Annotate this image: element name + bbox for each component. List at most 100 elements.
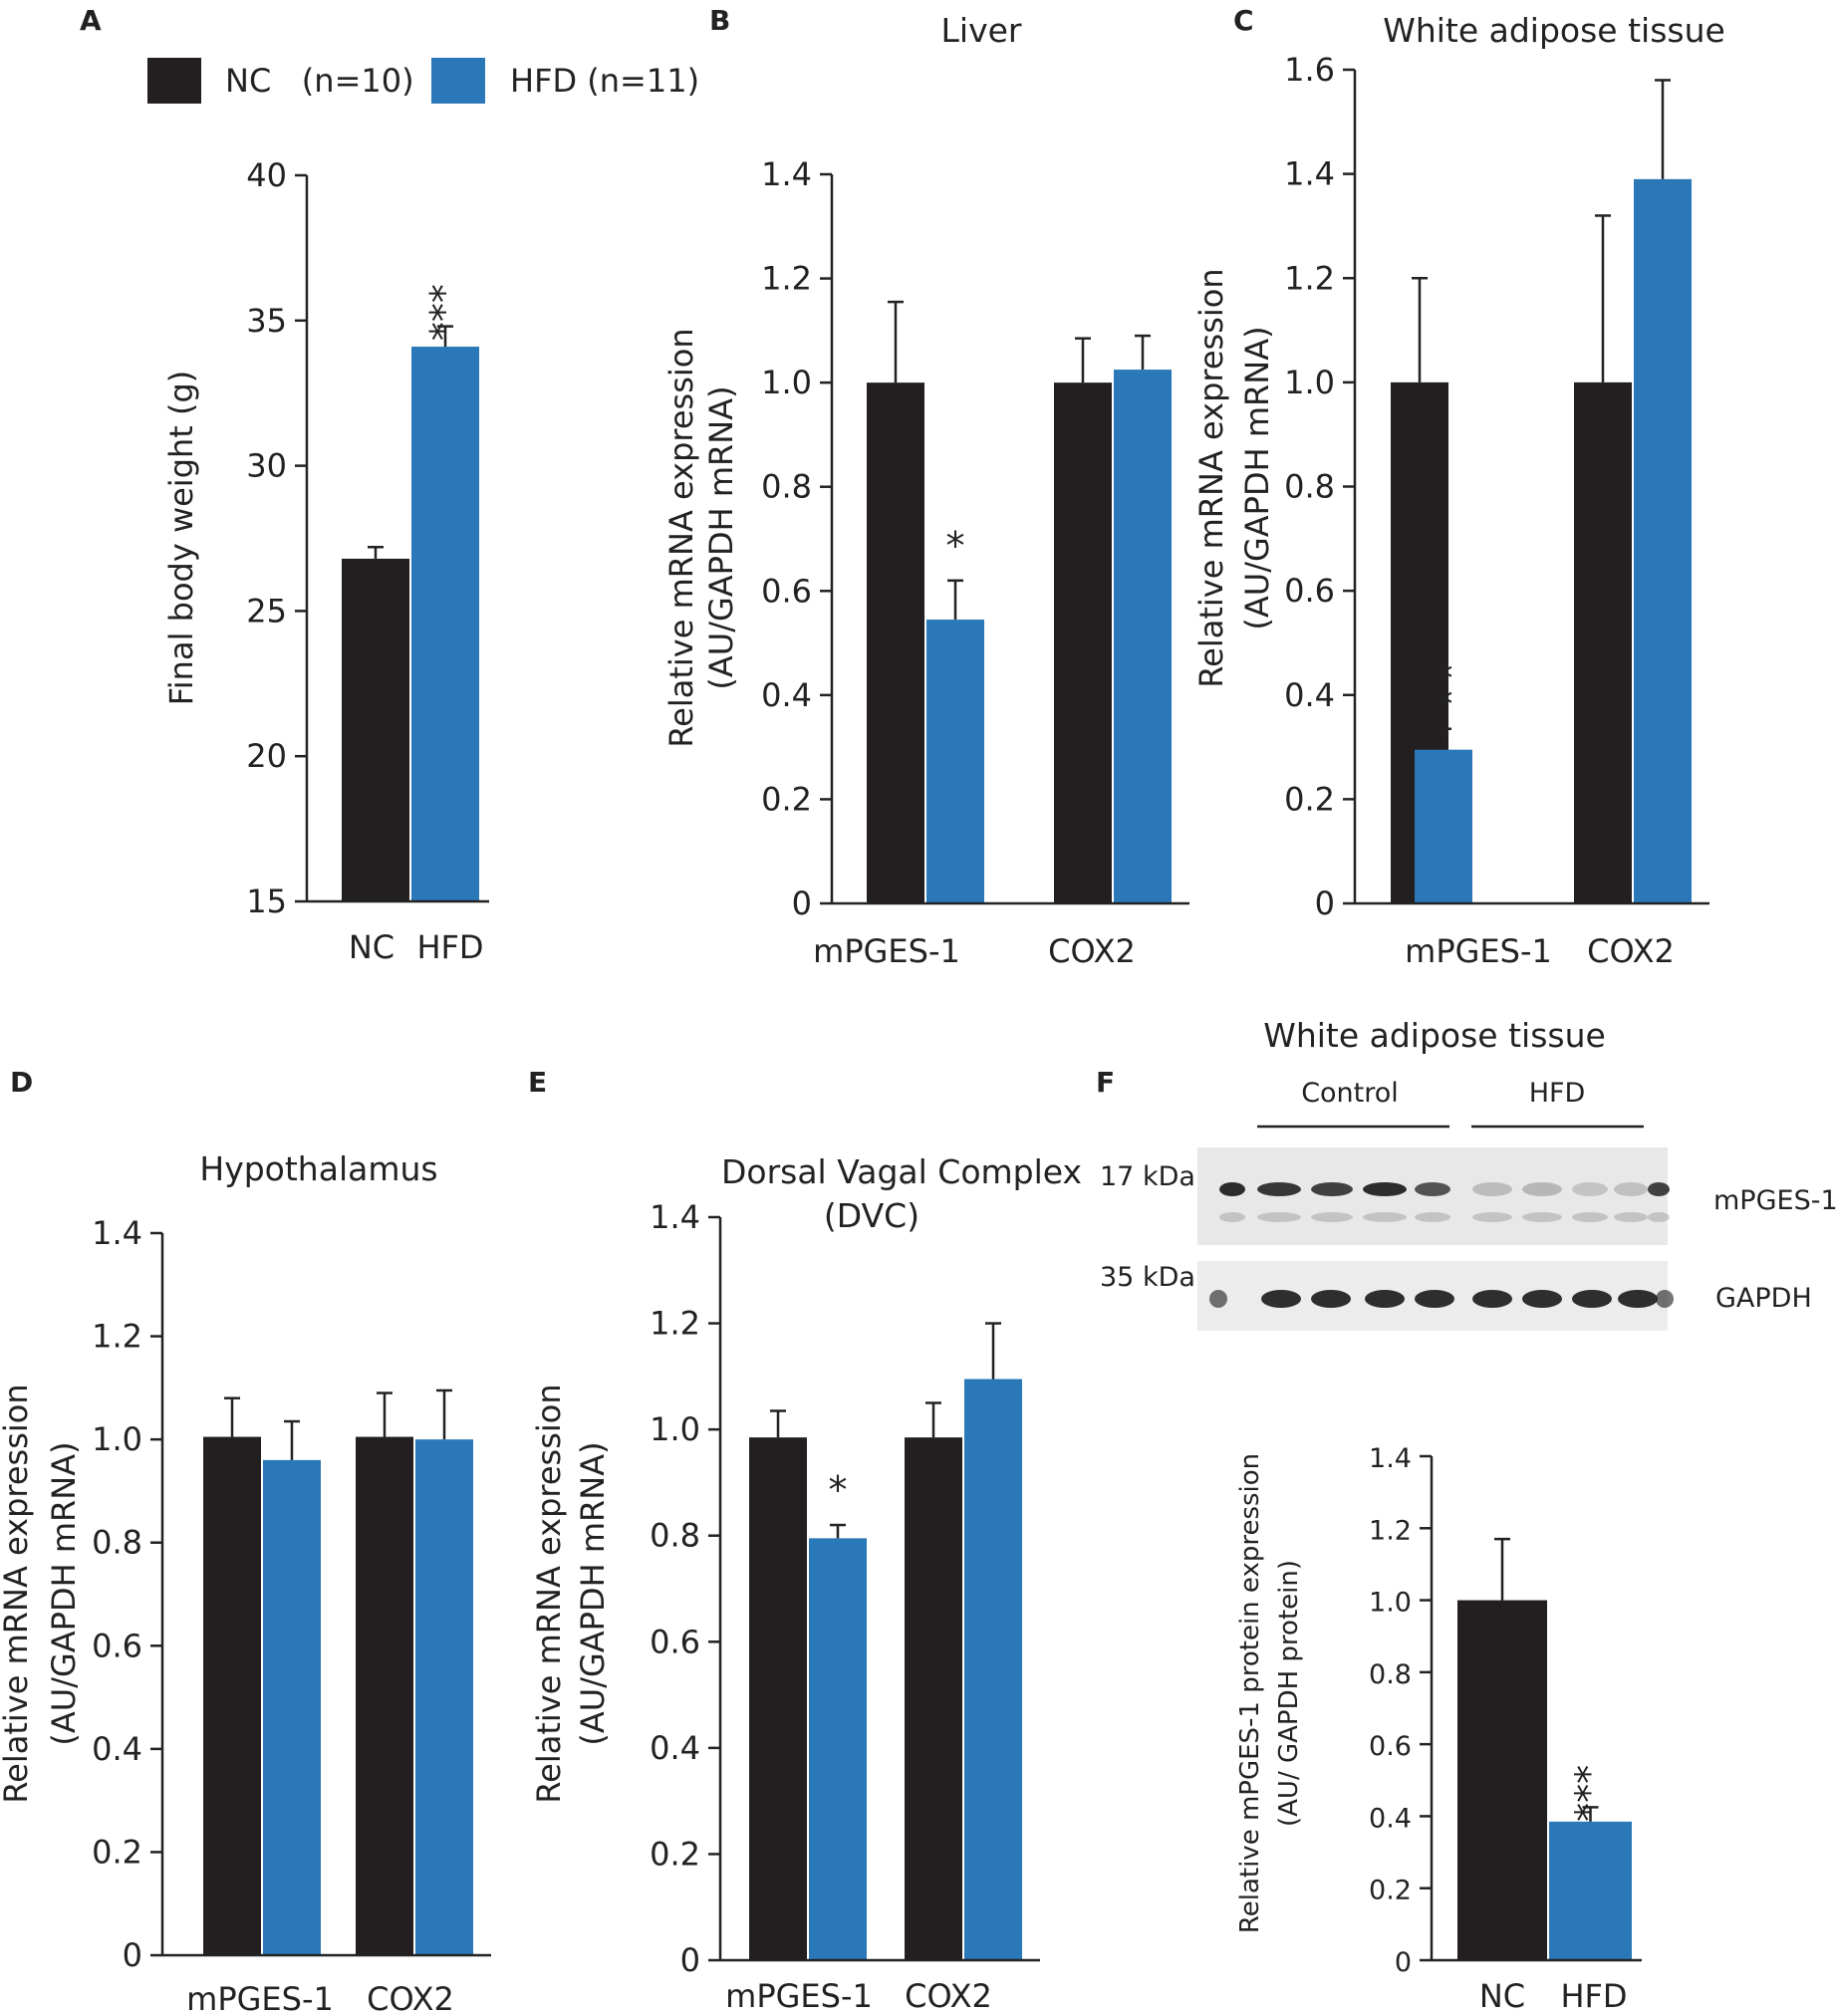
x-tick-label-a: NC — [349, 928, 394, 966]
blot-band-faint — [1363, 1212, 1407, 1222]
y-tick-label-f: 0.6 — [1369, 1731, 1412, 1762]
y-tick-label-e: 0.2 — [650, 1835, 700, 1873]
y-tick-label-f: 0.4 — [1369, 1803, 1412, 1834]
blot-band-gapdh — [1209, 1290, 1227, 1308]
y-axis-label-d: Relative mRNA expression — [0, 1384, 35, 1803]
y-axis-label2-b: (AU/GAPDH mRNA) — [702, 385, 740, 689]
blot-band-mpges1 — [1415, 1182, 1450, 1196]
blot-band-faint — [1415, 1212, 1450, 1222]
blot-band-mpges1 — [1363, 1182, 1407, 1196]
significance-a: *** — [422, 284, 466, 341]
blot-band-faint — [1572, 1212, 1608, 1222]
x-tick-label-c: COX2 — [1587, 932, 1675, 970]
panel-letter-c: C — [1233, 4, 1254, 37]
chart-title-c: White adipose tissue — [1383, 11, 1725, 50]
y-tick-label-b: 0.2 — [761, 780, 812, 818]
blot-bands-mpges1 — [1219, 1182, 1670, 1222]
blot-protein-mpges1: mPGES-1 — [1713, 1185, 1836, 1216]
blot-band-faint — [1472, 1212, 1512, 1222]
y-tick-label-b: 0.6 — [761, 572, 812, 610]
y-tick-label-f: 1.2 — [1369, 1515, 1412, 1546]
x-tick-label-c: mPGES-1 — [1405, 932, 1552, 970]
y-tick-label-c: 1.4 — [1284, 155, 1335, 193]
chart-title-d: Hypothalamus — [199, 1149, 437, 1188]
blot-band-gapdh — [1261, 1290, 1301, 1308]
panel-letter-d: D — [10, 1066, 33, 1099]
blot-protein-gapdh: GAPDH — [1715, 1283, 1812, 1314]
bar-b-cox2-nc — [1054, 382, 1112, 904]
chart-panel-f: F 0 0.2 0.4 0.6 0.8 1.0 1.2 1.4 Relative mPGES-1 … — [1096, 1066, 1642, 2015]
bar-e-cox2-nc — [905, 1437, 962, 1960]
blot-marker-17kda: 17 kDa — [1100, 1161, 1195, 1192]
x-tick-label-f: HFD — [1560, 1977, 1627, 2015]
x-tick-label-f: NC — [1479, 1977, 1525, 2015]
bar-a-hfd — [411, 347, 479, 901]
x-tick-label-b: mPGES-1 — [813, 932, 960, 970]
blot-band-faint — [1648, 1212, 1670, 1222]
y-tick-label-c: 1.2 — [1284, 259, 1335, 297]
blot-group-control: Control — [1301, 1078, 1399, 1109]
blot-band-mpges1 — [1472, 1182, 1512, 1196]
y-tick-label-b: 0.8 — [761, 468, 812, 506]
blot-band-gapdh — [1365, 1290, 1405, 1308]
chart-title-b: Liver — [941, 11, 1022, 50]
x-tick-label-b: COX2 — [1048, 932, 1136, 970]
y-tick-label-c: 0.4 — [1284, 676, 1335, 714]
chart-title2-e: (DVC) — [824, 1196, 919, 1235]
x-tick-label-e: COX2 — [905, 1977, 992, 2015]
y-axis-label-f: Relative mPGES-1 protein expression — [1235, 1453, 1265, 1933]
y-tick-label-d: 0.2 — [92, 1833, 142, 1871]
chart-panel-b: B Liver 0 0.2 0.4 0.6 0.8 1.0 1.2 1.4 Relative mRN… — [662, 4, 1189, 970]
blot-marker-35kda: 35 kDa — [1100, 1262, 1195, 1293]
blot-bands-gapdh — [1209, 1290, 1674, 1308]
x-tick-label-a: HFD — [416, 928, 483, 966]
y-axis-label2-c: (AU/GAPDH mRNA) — [1238, 326, 1276, 630]
y-tick-label-a: 35 — [246, 302, 287, 340]
y-tick-label-d: 1.0 — [92, 1420, 142, 1458]
blot-band-gapdh — [1656, 1290, 1674, 1308]
bar-f-nc — [1457, 1600, 1547, 1960]
blot-band-faint — [1219, 1212, 1245, 1222]
chart-title-e: Dorsal Vagal Complex — [721, 1152, 1082, 1191]
y-tick-label-e: 1.2 — [650, 1305, 700, 1343]
y-tick-label-b: 1.4 — [761, 155, 812, 193]
blot-band-mpges1 — [1311, 1182, 1353, 1196]
y-tick-label-d: 1.4 — [92, 1214, 142, 1252]
chart-panel-c: C White adipose tissue 0 0.2 0.4 0.6 0.8 1.0 1.2… — [1192, 4, 1725, 970]
blot-group-hfd: HFD — [1529, 1078, 1586, 1109]
y-tick-label-d: 0 — [123, 1936, 142, 1974]
bar-b-mpges-1-nc — [867, 382, 924, 904]
significance-c: * — [1435, 682, 1453, 726]
y-tick-label-e: 0.8 — [650, 1517, 700, 1555]
chart-panel-e: E Dorsal Vagal Complex (DVC) 0 0.2 0.4 0.6 0.8 1… — [528, 1066, 1082, 2015]
y-tick-label-a: 25 — [246, 592, 287, 630]
y-tick-label-f: 1.4 — [1369, 1443, 1412, 1474]
bar-e-mpges-1-hfd — [809, 1538, 867, 1960]
significance-b: * — [946, 524, 965, 568]
western-blot: White adipose tissue Control HFD 17 kDa … — [1100, 1016, 1836, 1331]
blot-band-faint — [1311, 1212, 1353, 1222]
y-axis-label-b: Relative mRNA expression — [662, 328, 700, 747]
blot-band-gapdh — [1415, 1290, 1454, 1308]
blot-band-gapdh — [1572, 1290, 1612, 1308]
y-tick-label-f: 0.8 — [1369, 1659, 1412, 1690]
y-tick-label-e: 0.4 — [650, 1729, 700, 1767]
blot-title: White adipose tissue — [1263, 1016, 1606, 1055]
y-tick-label-a: 40 — [246, 156, 287, 194]
y-axis-label2-d: (AU/GAPDH mRNA) — [45, 1441, 83, 1745]
blot-band-mpges1 — [1257, 1182, 1301, 1196]
y-tick-label-d: 0.8 — [92, 1524, 142, 1562]
y-axis-label-e: Relative mRNA expression — [530, 1384, 568, 1803]
bar-d-cox2-nc — [356, 1436, 413, 1955]
bar-f-hfd — [1549, 1821, 1632, 1960]
y-tick-label-b: 0 — [792, 884, 812, 922]
blot-band-mpges1 — [1219, 1182, 1245, 1196]
panel-letter-a: A — [80, 4, 102, 37]
panel-letter-b: B — [709, 4, 730, 37]
y-tick-label-c: 0 — [1315, 884, 1335, 922]
bar-b-mpges-1-hfd — [926, 620, 984, 903]
x-tick-label-d: COX2 — [367, 1980, 454, 2016]
y-tick-label-c: 0.8 — [1284, 468, 1335, 506]
